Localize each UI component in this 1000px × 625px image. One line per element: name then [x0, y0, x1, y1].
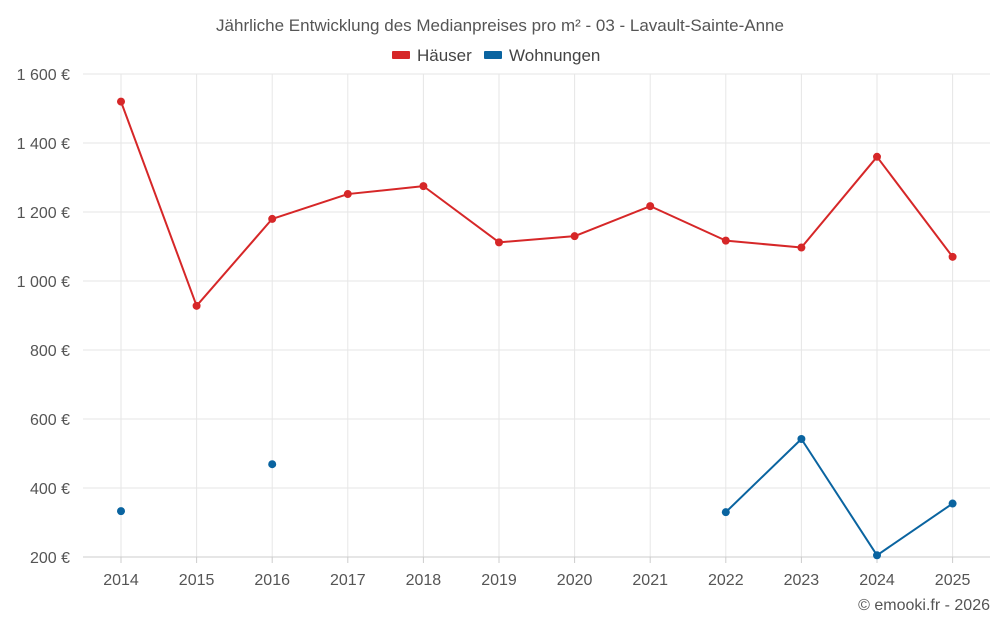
data-point-wohnungen[interactable] — [268, 460, 277, 469]
data-point-haeuser[interactable] — [721, 236, 730, 245]
legend: Häuser Wohnungen — [392, 46, 600, 65]
data-point-haeuser[interactable] — [646, 202, 655, 211]
x-tick-label: 2021 — [632, 572, 668, 589]
legend-label[interactable]: Häuser — [417, 46, 472, 65]
x-tick-label: 2022 — [708, 572, 744, 589]
legend-swatch — [392, 51, 410, 59]
x-tick-label: 2025 — [935, 572, 971, 589]
series-line-haeuser — [120, 101, 954, 307]
data-point-haeuser[interactable] — [419, 182, 428, 191]
y-tick-label: 1 600 € — [17, 67, 70, 84]
x-tick-label: 2017 — [330, 572, 366, 589]
data-point-wohnungen[interactable] — [873, 551, 881, 560]
y-axis-ticks: 200 € 400 € 600 € 800 € 1 000 € 1 200 € 1 400 … — [17, 67, 70, 567]
data-point-wohnungen[interactable] — [948, 499, 957, 508]
credit-text: © emooki.fr - 2026 — [858, 597, 990, 614]
chart-title: Jährliche Entwicklung des Medianpreises … — [216, 16, 784, 35]
y-tick-label: 400 € — [30, 481, 70, 498]
x-tick-label: 2024 — [859, 572, 895, 589]
data-point-haeuser[interactable] — [570, 232, 579, 241]
x-tick-label: 2019 — [481, 572, 517, 589]
x-tick-label: 2015 — [179, 572, 215, 589]
y-tick-label: 1 200 € — [17, 205, 70, 222]
x-tick-label: 2016 — [254, 572, 290, 589]
x-tick-label: 2014 — [103, 572, 139, 589]
data-point-haeuser[interactable] — [797, 243, 806, 252]
y-tick-label: 600 € — [30, 412, 70, 429]
data-point-haeuser[interactable] — [873, 152, 881, 161]
legend-label[interactable]: Wohnungen — [509, 46, 600, 65]
y-tick-label: 800 € — [30, 343, 70, 360]
y-tick-label: 200 € — [30, 550, 70, 567]
x-axis-ticks: 2014 2015 2016 2017 2018 2019 2020 2021 2022 2023… — [83, 556, 990, 589]
data-point-haeuser[interactable] — [495, 238, 503, 247]
gridlines — [83, 73, 990, 558]
x-tick-label: 2018 — [406, 572, 442, 589]
data-point-wohnungen[interactable] — [797, 435, 806, 444]
data-point-haeuser[interactable] — [192, 301, 201, 310]
x-tick-label: 2020 — [557, 572, 593, 589]
data-point-wohnungen[interactable] — [117, 507, 125, 516]
series-line-wohnungen — [725, 438, 954, 557]
x-tick-label: 2023 — [784, 572, 820, 589]
legend-swatch — [484, 51, 502, 59]
data-point-haeuser[interactable] — [343, 190, 352, 199]
y-tick-label: 1 000 € — [17, 274, 70, 291]
data-point-haeuser[interactable] — [117, 97, 125, 106]
y-tick-label: 1 400 € — [17, 136, 70, 153]
series-group — [117, 97, 957, 560]
data-point-haeuser[interactable] — [948, 252, 957, 261]
data-point-haeuser[interactable] — [268, 214, 277, 223]
data-point-wohnungen[interactable] — [721, 508, 730, 517]
